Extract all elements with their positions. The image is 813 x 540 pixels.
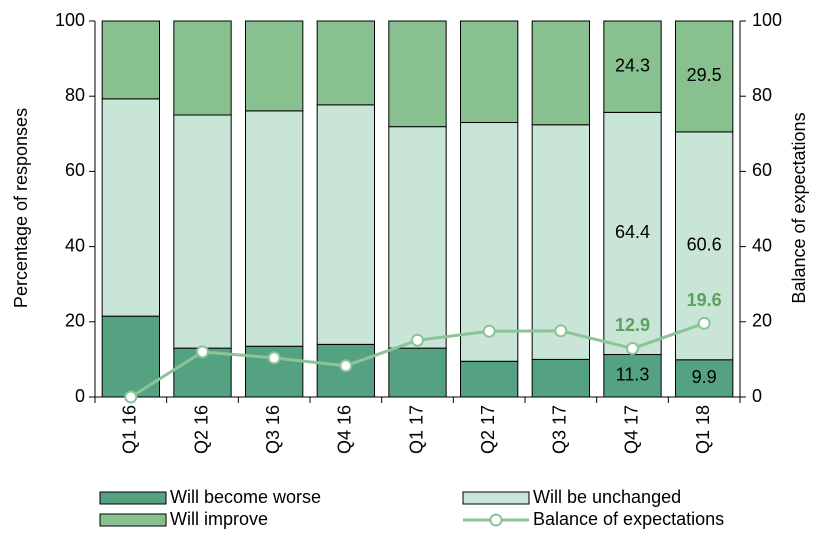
legend-label: Will become worse	[170, 487, 321, 507]
y2-tick-label: 0	[752, 386, 762, 406]
x-tick-label: Q2 17	[478, 405, 498, 454]
bar-segment	[603, 111, 662, 356]
x-tick-label: Q3 17	[550, 405, 570, 454]
bar-segment	[603, 354, 662, 398]
x-tick-label: Q2 16	[191, 405, 211, 454]
line-value-label: 19.6	[687, 290, 722, 310]
x-tick-label: Q1 16	[120, 405, 140, 454]
bar-segment	[388, 347, 447, 398]
legend-swatch	[99, 491, 167, 505]
bar-segment	[460, 20, 519, 124]
balance-marker	[339, 359, 353, 373]
bar-value-label: 60.6	[687, 235, 722, 255]
bar-segment	[173, 20, 232, 116]
bar-segment	[675, 359, 734, 398]
y-tick-label: 60	[65, 160, 85, 180]
legend-swatch	[99, 513, 167, 527]
bar-segment	[531, 358, 591, 398]
x-tick-label: Q4 17	[621, 405, 641, 454]
bar-segment	[388, 126, 447, 349]
bar-segment	[675, 20, 734, 133]
legend-swatch	[462, 491, 530, 505]
x-tick-label: Q3 16	[263, 405, 283, 454]
y-tick-label: 80	[65, 85, 85, 105]
y2-tick-label: 100	[752, 10, 782, 30]
y-axis-label: Percentage of responses	[11, 108, 31, 308]
y-tick-label: 100	[55, 10, 85, 30]
balance-marker	[554, 324, 568, 338]
bar-segment	[101, 98, 160, 317]
x-tick-label: Q1 18	[693, 405, 713, 454]
bar-value-label: 9.9	[692, 367, 717, 387]
balance-marker	[267, 351, 281, 365]
y-tick-label: 0	[75, 386, 85, 406]
balance-marker	[482, 324, 496, 338]
bar-value-label: 11.3	[616, 365, 650, 385]
legend-label: Balance of expectations	[533, 509, 724, 529]
y2-tick-label: 40	[752, 235, 772, 255]
bar-segment	[245, 20, 304, 112]
line-value-label: 12.9	[615, 315, 650, 335]
y-tick-label: 40	[65, 235, 85, 255]
y2-tick-label: 80	[752, 85, 772, 105]
y2-tick-label: 20	[752, 311, 772, 331]
y-tick-label: 20	[65, 311, 85, 331]
y2-axis-label: Balance of expectations	[789, 112, 809, 303]
bar-segment	[245, 110, 304, 347]
legend-marker	[489, 513, 503, 527]
x-tick-label: Q1 17	[406, 405, 426, 454]
bar-value-label: 24.3	[615, 55, 650, 75]
bar-segment	[531, 20, 591, 126]
bar-segment	[460, 122, 519, 362]
bar-segment	[316, 20, 375, 106]
balance-marker	[697, 316, 711, 330]
bar-value-label: 64.4	[615, 222, 650, 242]
x-tick-label: Q4 16	[335, 405, 355, 454]
bar-segment	[101, 20, 160, 100]
bar-segment	[460, 360, 519, 398]
balance-marker	[626, 341, 639, 355]
bar-segment	[173, 114, 232, 349]
y2-tick-label: 60	[752, 160, 772, 180]
bar-segment	[316, 104, 375, 345]
balance-marker	[196, 345, 209, 359]
balance-marker	[411, 333, 424, 347]
bar-segment	[531, 124, 591, 360]
legend-label: Will be unchanged	[533, 487, 681, 507]
bar-segment	[603, 20, 662, 113]
balance-marker	[124, 390, 138, 404]
bar-value-label: 29.5	[687, 65, 722, 85]
bar-segment	[388, 20, 447, 128]
legend-label: Will improve	[170, 509, 268, 529]
